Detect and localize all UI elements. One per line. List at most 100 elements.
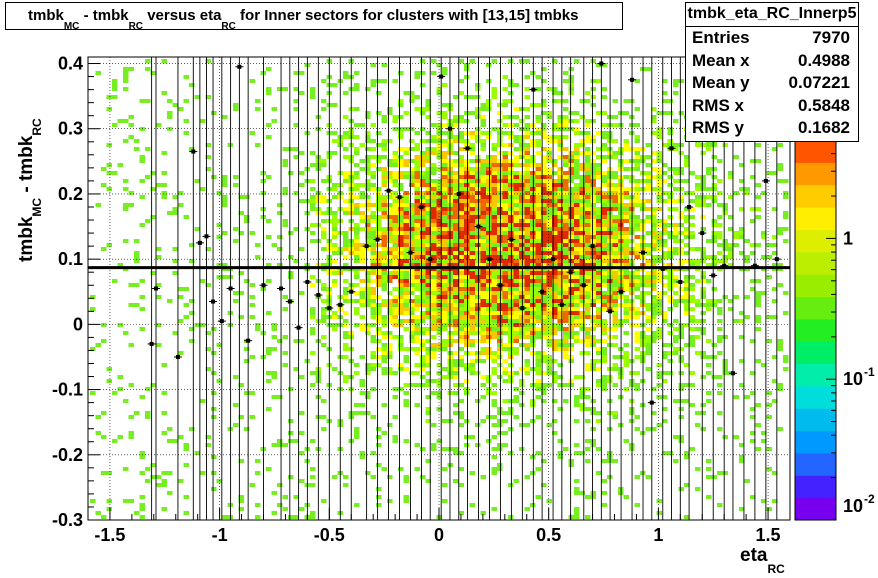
heatmap-cell [469, 311, 475, 315]
heatmap-cell [590, 219, 596, 223]
heatmap-cell [205, 435, 211, 439]
heatmap-cell [541, 191, 547, 195]
heatmap-cell [128, 383, 134, 387]
heatmap-cell [233, 103, 239, 107]
heatmap-cell [293, 147, 299, 151]
heatmap-cell [612, 315, 618, 319]
heatmap-cell [530, 155, 536, 159]
heatmap-cell [579, 143, 585, 147]
heatmap-cell [458, 179, 464, 183]
heatmap-cell [238, 507, 244, 511]
heatmap-cell [491, 359, 497, 363]
heatmap-cell [381, 315, 387, 319]
heatmap-cell [530, 207, 536, 211]
heatmap-cell [508, 327, 514, 331]
heatmap-cell [557, 91, 563, 95]
heatmap-cell [502, 155, 508, 159]
heatmap-cell [535, 299, 541, 303]
heatmap-cell [513, 235, 519, 239]
heatmap-cell [387, 239, 393, 243]
heatmap-cell [469, 151, 475, 155]
heatmap-cell [662, 239, 668, 243]
heatmap-cell [590, 343, 596, 347]
heatmap-cell [717, 311, 723, 315]
heatmap-cell [601, 131, 607, 135]
heatmap-cell [552, 219, 558, 223]
y-tick-label: -0.3 [52, 510, 83, 530]
heatmap-cell [772, 263, 778, 267]
heatmap-cell [689, 447, 695, 451]
heatmap-cell [332, 251, 338, 255]
heatmap-cell [612, 415, 618, 419]
heatmap-cell [574, 279, 580, 283]
heatmap-cell [497, 431, 503, 435]
heatmap-cell [568, 163, 574, 167]
heatmap-cell [491, 295, 497, 299]
heatmap-cell [706, 355, 712, 359]
heatmap-cell [508, 59, 514, 63]
heatmap-cell [651, 319, 657, 323]
heatmap-cell [508, 287, 514, 291]
heatmap-cell [123, 239, 129, 243]
heatmap-cell [552, 199, 558, 203]
heatmap-cell [464, 323, 470, 327]
heatmap-cell [601, 303, 607, 307]
heatmap-cell [480, 347, 486, 351]
heatmap-cell [634, 139, 640, 143]
heatmap-cell [750, 219, 756, 223]
heatmap-cell [662, 223, 668, 227]
heatmap-cell [535, 243, 541, 247]
heatmap-cell [596, 251, 602, 255]
heatmap-cell [464, 331, 470, 335]
heatmap-cell [436, 303, 442, 307]
heatmap-cell [486, 135, 492, 139]
heatmap-cell [601, 351, 607, 355]
heatmap-cell [651, 151, 657, 155]
heatmap-cell [398, 387, 404, 391]
heatmap-cell [321, 231, 327, 235]
heatmap-cell [425, 339, 431, 343]
heatmap-cell [596, 79, 602, 83]
heatmap-cell [546, 335, 552, 339]
heatmap-cell [541, 351, 547, 355]
heatmap-cell [585, 515, 591, 519]
heatmap-cell [502, 243, 508, 247]
heatmap-cell [343, 239, 349, 243]
heatmap-cell [524, 223, 530, 227]
heatmap-cell [359, 403, 365, 407]
heatmap-cell [574, 155, 580, 159]
heatmap-cell [502, 359, 508, 363]
heatmap-cell [343, 231, 349, 235]
heatmap-cell [546, 115, 552, 119]
heatmap-cell [475, 319, 481, 323]
heatmap-cell [656, 131, 662, 135]
heatmap-cell [128, 499, 134, 503]
heatmap-cell [491, 279, 497, 283]
heatmap-cell [150, 187, 156, 191]
heatmap-cell [409, 235, 415, 239]
heatmap-cell [244, 195, 250, 199]
heatmap-cell [634, 307, 640, 311]
heatmap-cell [271, 107, 277, 111]
heatmap-cell [535, 359, 541, 363]
heatmap-cell [359, 243, 365, 247]
heatmap-cell [519, 139, 525, 143]
heatmap-cell [359, 451, 365, 455]
heatmap-cell [552, 339, 558, 343]
heatmap-cell [574, 451, 580, 455]
stats-name: tmbk_eta_RC_Innerp5 [686, 3, 858, 27]
heatmap-cell [464, 255, 470, 259]
heatmap-cell [480, 419, 486, 423]
heatmap-cell [414, 143, 420, 147]
heatmap-cell [706, 475, 712, 479]
heatmap-cell [365, 195, 371, 199]
heatmap-cell [684, 363, 690, 367]
heatmap-cell [106, 471, 112, 475]
heatmap-cell [574, 167, 580, 171]
heatmap-cell [189, 427, 195, 431]
heatmap-cell [700, 199, 706, 203]
heatmap-cell [403, 247, 409, 251]
heatmap-cell [535, 167, 541, 171]
heatmap-cell [612, 271, 618, 275]
heatmap-cell [508, 243, 514, 247]
